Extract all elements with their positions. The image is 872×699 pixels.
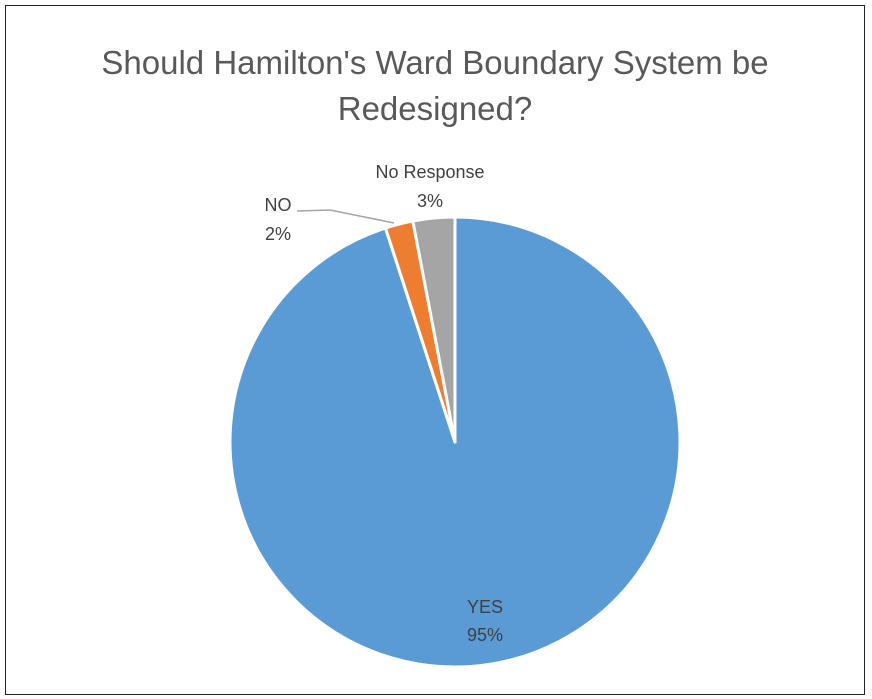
pie-slices — [228, 215, 682, 669]
chart-title-line-1: Should Hamilton's Ward Boundary System b… — [101, 44, 769, 81]
pie-data-labels: YES 95% NO 2% No Response 3% — [265, 162, 504, 645]
chart-title: Should Hamilton's Ward Boundary System b… — [6, 40, 864, 132]
data-label-name-no: NO — [265, 195, 292, 215]
chart-title-line-2: Redesigned? — [337, 90, 533, 127]
data-label-value-no: 2% — [265, 224, 291, 244]
data-label-name-yes: YES — [467, 597, 503, 617]
pie-leader-lines — [296, 209, 395, 224]
leader-line-no — [296, 209, 395, 224]
data-label-name-no-response: No Response — [375, 162, 484, 182]
data-label-value-no-response: 3% — [417, 191, 443, 211]
data-label-value-yes: 95% — [467, 625, 503, 645]
pie-slice-no-response — [411, 215, 457, 444]
